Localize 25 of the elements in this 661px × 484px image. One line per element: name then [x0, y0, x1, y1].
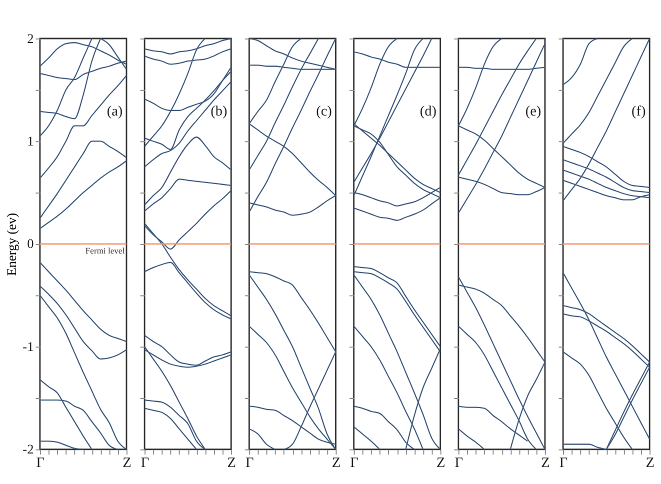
annotation: (b)	[210, 104, 228, 120]
x-tick-label: Z	[332, 454, 341, 471]
annotation: (d)	[420, 104, 437, 120]
x-tick-label: Γ	[140, 454, 150, 471]
ref-line-label: Fermi level	[85, 245, 126, 256]
x-tick-label: Γ	[246, 454, 254, 471]
x-tick-label: Γ	[350, 454, 358, 471]
y-tick-label: 2	[27, 30, 34, 46]
x-tick-label: Z	[227, 454, 236, 471]
x-tick-label: Z	[646, 454, 654, 471]
annotation: (c)	[316, 104, 332, 120]
y-tick-label: -2	[22, 442, 34, 457]
y-tick-label: 0	[27, 236, 34, 252]
x-tick-label: Z	[436, 454, 446, 471]
y-tick-label: 1	[27, 134, 34, 149]
y-axis-title: Energy (ev)	[4, 212, 20, 276]
x-tick-label: Z	[122, 454, 132, 471]
annotation: (e)	[525, 104, 542, 120]
annotation: (a)	[106, 104, 123, 120]
x-tick-label: Γ	[454, 454, 464, 471]
x-tick-label: Γ	[36, 454, 45, 471]
x-tick-label: Z	[541, 454, 550, 471]
y-tick-label: -1	[22, 338, 34, 354]
x-tick-label: Γ	[559, 454, 568, 471]
annotation: (f)	[632, 104, 646, 120]
